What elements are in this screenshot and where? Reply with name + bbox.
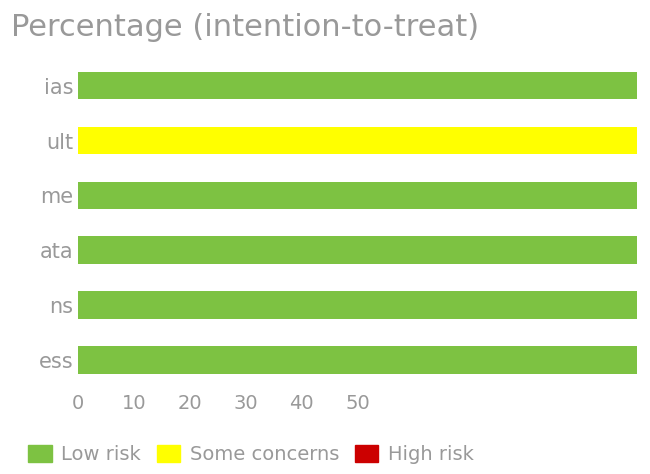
Bar — [78, 127, 637, 154]
Text: Percentage (intention-to-treat): Percentage (intention-to-treat) — [11, 13, 479, 42]
Bar — [78, 72, 637, 100]
Bar — [78, 346, 637, 374]
Bar — [78, 292, 637, 319]
Bar — [78, 182, 637, 209]
Bar — [78, 237, 637, 264]
Legend: Low risk, Some concerns, High risk: Low risk, Some concerns, High risk — [21, 437, 482, 472]
